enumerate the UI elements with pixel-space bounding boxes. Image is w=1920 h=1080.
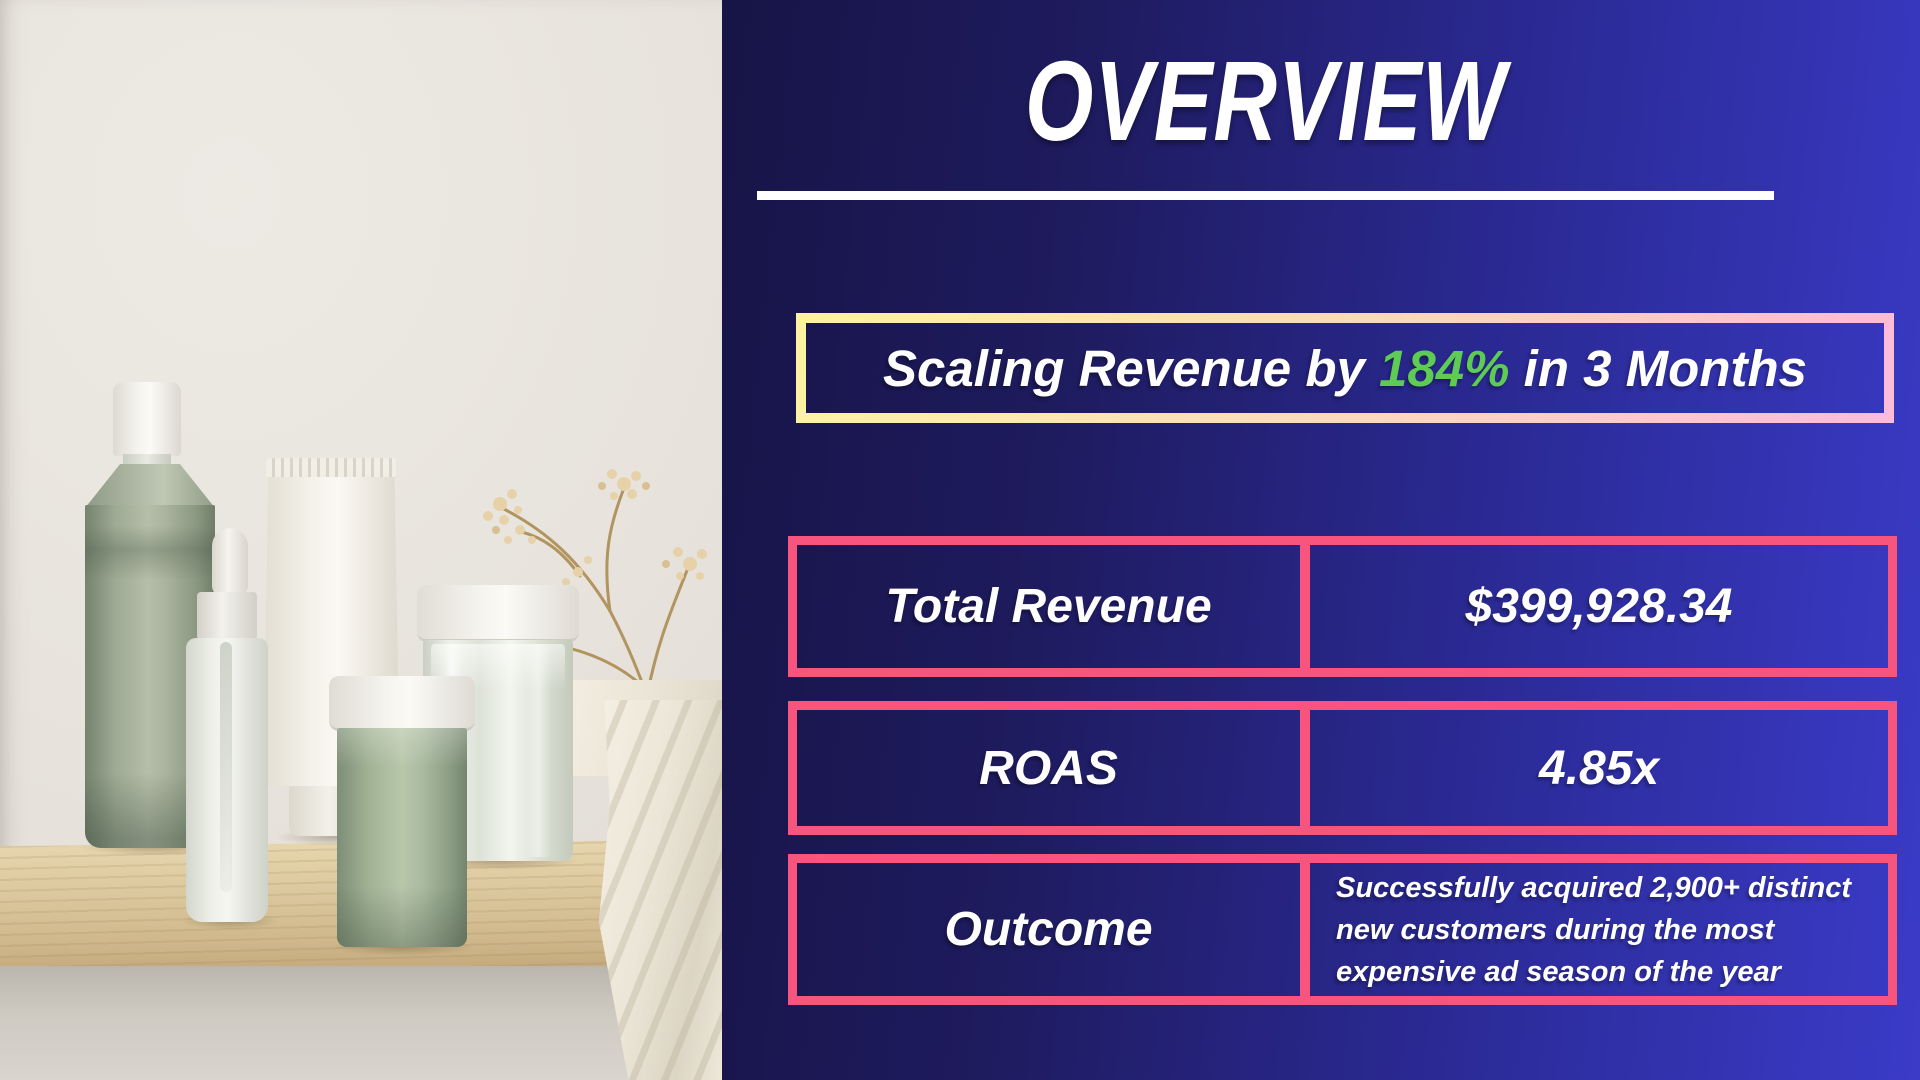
table-row-total-revenue: Total Revenue $399,928.34 — [788, 536, 1897, 677]
dropper-bottle-collar — [197, 592, 257, 640]
dropper-bottle-bulb — [212, 528, 248, 596]
linen-cloth-hanging — [598, 700, 722, 1080]
cream-tube-crimp — [266, 458, 396, 478]
column-divider — [1300, 710, 1310, 826]
stats-table: Total Revenue $399,928.34 ROAS 4.85x Out… — [788, 536, 1897, 1005]
product-photo — [0, 0, 722, 1080]
outcome-line: expensive ad season of the year — [1336, 955, 1781, 988]
row-value: Successfully acquired 2,900+ distinct ne… — [1310, 863, 1888, 996]
tall-bottle-shoulder — [85, 464, 215, 508]
row-value: $399,928.34 — [1465, 580, 1733, 633]
outcome-line: Successfully acquired 2,900+ distinct — [1336, 871, 1851, 904]
title-block: OVERVIEW — [757, 0, 1774, 166]
title-underline — [757, 191, 1774, 200]
small-jar-body — [337, 728, 467, 947]
column-divider — [1300, 863, 1310, 996]
row-label: ROAS — [979, 741, 1118, 795]
table-row-roas: ROAS 4.85x — [788, 701, 1897, 835]
row-label: Outcome — [944, 903, 1153, 956]
headline-prefix: Scaling Revenue by — [883, 339, 1380, 397]
headline-suffix: in 3 Months — [1509, 339, 1807, 397]
table-row-outcome: Outcome Successfully acquired 2,900+ dis… — [788, 854, 1897, 1005]
wall-below-shelf — [0, 966, 722, 1080]
content-panel: OVERVIEW Scaling Revenue by 184% in 3 Mo… — [722, 0, 1920, 1080]
headline-text: Scaling Revenue by 184% in 3 Months — [883, 339, 1807, 398]
page-title: OVERVIEW — [1024, 38, 1507, 164]
row-label: Total Revenue — [885, 580, 1212, 633]
outcome-line: new customers during the most — [1336, 913, 1775, 946]
headline-banner: Scaling Revenue by 184% in 3 Months — [796, 313, 1894, 423]
row-value: 4.85x — [1538, 741, 1660, 795]
tall-bottle-cap — [113, 382, 181, 456]
headline-highlight: 184% — [1379, 339, 1510, 397]
large-jar-lid — [417, 585, 579, 642]
column-divider — [1300, 545, 1310, 668]
small-jar-lid — [329, 676, 475, 731]
dropper-bottle-body — [186, 638, 268, 922]
